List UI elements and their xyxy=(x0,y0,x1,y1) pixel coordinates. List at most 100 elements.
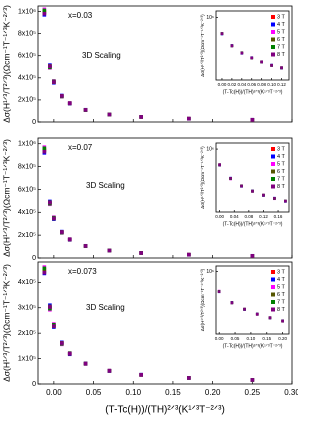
data-point xyxy=(48,305,52,309)
data-point xyxy=(83,244,88,248)
data-point xyxy=(230,44,234,48)
x-tick-label: 0.04 xyxy=(230,214,239,219)
x-tick-label: 0.16 xyxy=(274,214,283,219)
y-tick-label: 8x10⁵ xyxy=(18,163,36,170)
x-tick-label: 0.25 xyxy=(245,388,261,397)
x-tick-label: 0.20 xyxy=(205,388,221,397)
data-point xyxy=(52,80,56,84)
x-axis-label: (T-Tc(H))/(TH)²ᐟ³(K¹ᐟ³T⁻²ᐟ³) xyxy=(105,405,225,416)
legend-label: 3 T xyxy=(277,269,285,275)
inset-x-label: (T-Tc(H))/(TH)²ᐟ³(K¹ᐟ³T⁻²ᐟ³) xyxy=(223,221,283,227)
x-tick-label: 0.12 xyxy=(277,82,286,87)
legend-marker xyxy=(271,37,275,42)
legend-label: 7 T xyxy=(277,299,285,305)
y-tick-label: 8x10⁵ xyxy=(18,30,36,37)
x-tick-label: 0.20 xyxy=(278,336,287,341)
data-point xyxy=(255,312,259,316)
y-tick-label: 6x10⁵ xyxy=(18,53,36,60)
y-tick-label: 0 xyxy=(32,381,36,388)
x-tick-label: 0.00 xyxy=(215,214,224,219)
legend-label: 7 T xyxy=(277,44,285,50)
annotation: 3D Scaling xyxy=(86,181,125,190)
data-point xyxy=(48,64,52,69)
legend-marker xyxy=(271,177,275,181)
inset-y-label: Δσ(H¹ᐟ³/T²ᐟ³)(Ωcm⁻¹T⁻¹ᐟ³K⁻²ᐟ³) xyxy=(200,268,205,331)
y-tick-label: 4x10⁵ xyxy=(18,209,36,216)
data-point xyxy=(230,301,234,304)
y-tick-label: 0 xyxy=(32,119,36,126)
x-tick-label: 0.30 xyxy=(284,388,298,397)
data-point xyxy=(139,372,143,377)
legend-label: 4 T xyxy=(277,277,285,283)
data-point xyxy=(139,251,143,255)
legend-label: 7 T xyxy=(277,176,285,182)
legend-marker xyxy=(271,270,275,274)
legend-label: 3 T xyxy=(277,14,285,20)
x-tick-label: 0.10 xyxy=(267,82,276,87)
data-point xyxy=(42,266,47,271)
data-point xyxy=(67,237,72,242)
inset-y-label: Δσ(H¹ᐟ³/T²ᐟ³)(Ωcm⁻¹T⁻¹ᐟ³K⁻²ᐟ³) xyxy=(200,146,205,209)
data-point xyxy=(240,51,244,55)
data-point xyxy=(83,108,88,112)
data-point xyxy=(107,112,112,117)
inset-frame xyxy=(215,10,290,81)
data-point xyxy=(250,378,255,382)
data-point xyxy=(187,376,191,380)
y-tick-label: 0 xyxy=(32,255,36,262)
data-point xyxy=(60,94,64,98)
data-point xyxy=(218,163,221,167)
y-tick-label: 10⁶ xyxy=(206,146,214,152)
legend-label: 8 T xyxy=(277,184,285,190)
data-point xyxy=(52,216,56,221)
y-axis-label: Δσ(H¹ᐟ³/T²ᐟ³)(Ωcm⁻¹T⁻¹ᐟ³K⁻²ᐟ³) xyxy=(1,5,11,123)
data-point xyxy=(260,60,263,64)
data-point xyxy=(107,248,112,253)
annotation: 3D Scaling xyxy=(86,303,125,312)
inset-frame xyxy=(215,265,290,335)
y-tick-label: 1x10⁵ xyxy=(18,355,36,362)
data-point xyxy=(60,341,64,345)
data-point xyxy=(139,115,143,119)
data-point xyxy=(48,200,52,205)
data-point xyxy=(42,270,47,275)
annotation: x=0.073 xyxy=(68,267,97,276)
legend-marker xyxy=(271,22,275,27)
legend-marker xyxy=(271,45,275,49)
data-point xyxy=(42,11,47,16)
x-tick-label: 0.00 xyxy=(215,336,224,341)
data-point xyxy=(187,116,191,121)
x-tick-label: 0.10 xyxy=(125,388,141,397)
inset-frame xyxy=(215,142,290,213)
y-tick-label: 2x10⁵ xyxy=(18,330,36,337)
y-tick-label: 6x10⁵ xyxy=(18,186,36,193)
data-point xyxy=(52,324,56,328)
annotation: 3D Scaling xyxy=(82,51,121,60)
data-point xyxy=(262,193,265,197)
y-tick-label: 2x10⁵ xyxy=(18,97,36,104)
data-point xyxy=(240,184,243,188)
legend-label: 4 T xyxy=(277,22,285,28)
data-point xyxy=(250,254,255,258)
legend-marker xyxy=(271,162,275,166)
y-axis-label: Δσ(H¹ᐟ³/T²ᐟ³)(Ωcm⁻¹T⁻¹ᐟ³K⁻²ᐟ³) xyxy=(1,264,11,382)
legend-label: 5 T xyxy=(277,284,285,290)
data-point xyxy=(217,290,221,293)
inset-x-label: (T-Tc(H))/(TH)²ᐟ³(K¹ᐟ³T⁻²ᐟ³) xyxy=(223,89,283,95)
data-point xyxy=(42,149,47,154)
x-tick-label: 0.10 xyxy=(247,336,256,341)
data-point xyxy=(273,197,276,200)
data-point xyxy=(281,319,284,323)
legend-marker xyxy=(271,15,275,19)
legend-marker xyxy=(271,277,275,282)
annotation: x=0.07 xyxy=(68,143,93,152)
legend-marker xyxy=(271,30,275,34)
data-point xyxy=(268,316,272,320)
data-point xyxy=(83,361,88,366)
legend-marker xyxy=(271,147,275,151)
data-point xyxy=(42,146,47,151)
data-point xyxy=(67,101,72,106)
x-tick-label: 0.06 xyxy=(247,82,256,87)
x-tick-label: 0.05 xyxy=(86,388,102,397)
data-point xyxy=(229,177,232,180)
